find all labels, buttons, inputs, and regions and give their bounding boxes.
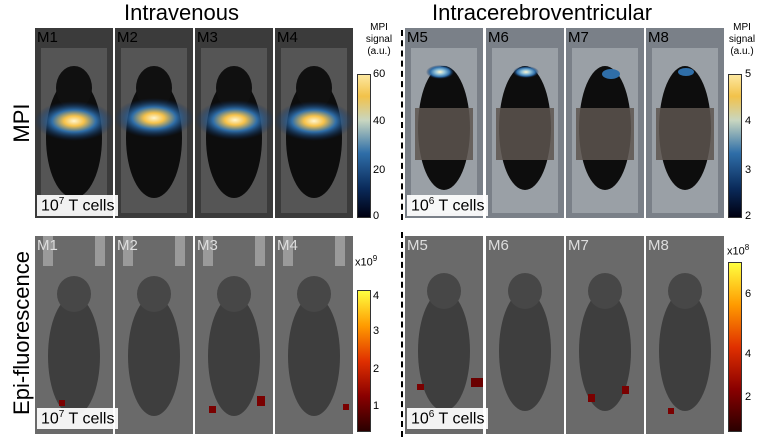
epi-row-label: Epi-fluorescence [9,251,34,415]
mpi-mouse-image [115,28,193,218]
mpi-right-tick: 2 [745,210,752,222]
epi-mouse-image [195,236,273,434]
mpi-colorbar-title-right: MPI signal (a.u.) [728,22,756,57]
group-divider-top [401,30,403,220]
icv-cell-count-epi: 106 T cells [407,408,489,430]
mpi-panel-m6: M6 [486,28,564,218]
iv-cell-count-mpi: 107 T cells [37,195,119,217]
epi-mouse-image [646,236,724,434]
epi-panel-m7: M7 [566,236,644,434]
epi-mouse-image [35,236,113,434]
mouse-label: M4 [277,237,298,254]
mouse-label: M8 [648,237,669,254]
mpi-mouse-image [35,28,113,218]
epi-panel-m2: M2 [115,236,193,434]
epi-colorbar-right [728,262,742,432]
mpi-panel-m5: M5 [405,28,483,218]
epi-left-tick: 2 [373,363,380,375]
epi-left-tick: 4 [373,290,380,302]
mpi-colorbar-left [357,74,371,218]
epi-mouse-image [275,236,353,434]
mpi-panel-m2: M2 [115,28,193,218]
mouse-label: M6 [488,29,509,46]
mpi-row-label: MPI [9,103,34,143]
mpi-panel-m3: M3 [195,28,273,218]
epi-left-tick: 3 [373,325,380,337]
epi-colorbar-left [357,290,371,432]
mpi-mouse-image [405,28,483,218]
epi-right-tick: 2 [745,391,752,403]
intravenous-title: Intravenous [124,0,239,25]
epi-panel-m6: M6 [486,236,564,434]
mpi-mouse-image [486,28,564,218]
epi-right-tick: 4 [745,348,752,360]
epi-left-tick: 1 [373,400,380,412]
mpi-colorbar-right [728,74,742,218]
mouse-label: M1 [37,237,58,254]
mpi-mouse-image [646,28,724,218]
epi-mouse-image [405,236,483,434]
mouse-label: M2 [117,29,138,46]
mpi-left-tick: 20 [373,164,386,176]
group-divider-bottom [401,232,403,437]
mpi-left-tick: 40 [373,115,386,127]
epi-panel-m3: M3 [195,236,273,434]
intracerebroventricular-title: Intracerebroventricular [432,0,653,25]
mouse-label: M5 [407,29,428,46]
mpi-mouse-image [195,28,273,218]
epi-mouse-image [566,236,644,434]
epi-right-tick: 6 [745,288,752,300]
mpi-left-tick: 60 [373,68,386,80]
mouse-label: M7 [568,29,589,46]
epi-panel-m5: M5 [405,236,483,434]
epi-panel-m1: M1 [35,236,113,434]
mpi-mouse-image [566,28,644,218]
mpi-panel-m1: M1 [35,28,113,218]
mpi-panel-m8: M8 [646,28,724,218]
mouse-label: M3 [197,237,218,254]
mpi-mouse-image [275,28,353,218]
mouse-label: M1 [37,29,58,46]
iv-cell-count-epi: 107 T cells [37,408,119,430]
mouse-label: M8 [648,29,669,46]
mpi-right-tick: 4 [745,115,752,127]
epi-mouse-image [115,236,193,434]
mpi-right-tick: 3 [745,164,752,176]
mpi-panel-m7: M7 [566,28,644,218]
mpi-panel-m4: M4 [275,28,353,218]
epi-panel-m8: M8 [646,236,724,434]
icv-cell-count-mpi: 106 T cells [407,195,489,217]
mpi-left-tick: 0 [373,210,380,222]
mouse-label: M3 [197,29,218,46]
mouse-label: M2 [117,237,138,254]
epi-colorbar-scale-right: x108 [727,243,750,258]
mouse-label: M7 [568,237,589,254]
mpi-right-tick: 5 [745,68,752,80]
epi-mouse-image [486,236,564,434]
epi-colorbar-scale-left: x109 [355,254,378,269]
mouse-label: M6 [488,237,509,254]
epi-panel-m4: M4 [275,236,353,434]
mouse-label: M4 [277,29,298,46]
mpi-colorbar-title-left: MPI signal (a.u.) [365,22,393,57]
mouse-label: M5 [407,237,428,254]
